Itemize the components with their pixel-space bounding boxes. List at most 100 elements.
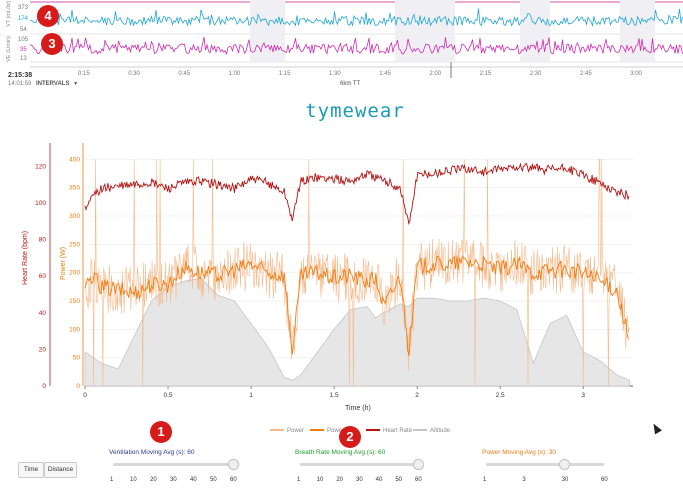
power-tick-label: 350: [69, 185, 80, 192]
breath-rate-slider-tick: 60: [415, 477, 422, 483]
power-tick-label: 200: [69, 270, 80, 277]
power-tick-label: 300: [69, 213, 80, 220]
breath-rate-slider-tick: 40: [375, 477, 383, 483]
vt-tick-mid: 174: [18, 16, 29, 22]
power-slider-tick: 60: [601, 477, 608, 483]
timeline-tick-label: 2:30: [529, 71, 542, 77]
hr-tick-label: 60: [39, 273, 47, 280]
vt-axis-label: VT (mL/br): [6, 0, 12, 27]
ventilation-slider-tick: 40: [190, 477, 197, 483]
vt-signal-path: [29, 8, 683, 27]
power-slider-tick: 1: [483, 477, 487, 483]
hr-tick-label: 100: [35, 200, 46, 207]
power-tick-label: 0: [76, 383, 80, 390]
ve-signal-line: [29, 37, 683, 56]
timeline-tick-label: 2:15: [479, 71, 492, 77]
legend-label: Heart Rate: [383, 428, 413, 434]
intervals-label: INTERVALS: [36, 81, 70, 87]
power-tick-label: 150: [69, 298, 80, 305]
power-slider-tick: 3: [522, 477, 526, 483]
breath-rate-slider-tick: 20: [336, 477, 344, 483]
ventilation-slider-title: Ventilation Moving Avg (s): 60: [109, 449, 195, 456]
legend-swatch: [270, 429, 284, 432]
x-tick-label: 1.5: [330, 392, 339, 399]
annotation-badge-4: 4: [37, 5, 59, 27]
x-tick-label: 1: [249, 392, 253, 399]
x-tick-label: 0: [83, 392, 87, 399]
legend-item[interactable]: Power: [310, 428, 344, 434]
legend-item[interactable]: Altitude: [413, 428, 450, 434]
clock-time: 14:01:59: [8, 81, 32, 87]
series-heart-rate-line: [84, 162, 630, 225]
current-time: 2:15:38: [8, 72, 33, 79]
x-axis-title: Time (h): [345, 405, 371, 412]
vt-tick-low: 54: [20, 27, 27, 33]
power-tick-label: 250: [69, 241, 80, 248]
legend-label: Power: [327, 428, 345, 434]
distance-toggle-button[interactable]: Distance: [44, 462, 77, 478]
x-tick-label: 3: [581, 392, 585, 399]
x-tick-label: 0.5: [164, 392, 173, 399]
power-tick-label: 100: [69, 326, 80, 333]
timeline-tick-label: 0:15: [78, 71, 90, 77]
power-tick-label: 50: [73, 355, 81, 362]
ventilation-slider-thumb[interactable]: [227, 459, 239, 470]
breath-rate-slider-tick: 30: [356, 477, 363, 483]
hr-tick-label: 0: [42, 383, 46, 390]
hr-tick-label: 20: [39, 346, 47, 353]
breath-rate-slider-thumb[interactable]: [412, 459, 424, 470]
chevron-down-icon: ▼: [73, 81, 79, 87]
breath-rate-slider-tick: 50: [395, 477, 403, 483]
hr-axis-title: Heart Rate (bpm): [22, 230, 29, 285]
legend-swatch: [366, 429, 380, 432]
legend-swatch: [310, 429, 324, 432]
breath-rate-slider-track[interactable]: [300, 463, 418, 466]
breath-slider-title: Breath Rate Moving Avg (s): 60: [295, 449, 386, 456]
series-power-line: [84, 254, 629, 356]
ventilation-slider-tick: 30: [170, 477, 177, 483]
segment-label: 6km TT: [340, 81, 361, 87]
breath-rate-slider-tick: 1: [297, 477, 301, 483]
ventilation-slider-tick: 50: [210, 477, 217, 483]
ventilation-slider-tick: 20: [150, 477, 157, 483]
ve-signal-path: [29, 37, 683, 56]
vt-tick-high: 373: [18, 5, 29, 11]
power-slider-tick: 30: [561, 477, 569, 483]
breath-rate-slider-tick: 10: [316, 477, 324, 483]
top-signal-svg: [29, 0, 683, 78]
time-toggle-button[interactable]: Time: [18, 462, 44, 478]
timeline-tick-label: 1:30: [329, 71, 341, 77]
hr-tick-label: 40: [39, 310, 47, 317]
hr-tick-label: 120: [35, 163, 46, 170]
legend-label: Power: [287, 428, 305, 434]
legend-item[interactable]: Heart Rate: [366, 428, 412, 434]
ventilation-slider-track[interactable]: [113, 463, 233, 466]
ve-tick-low: 13: [20, 56, 27, 62]
power-slider-track[interactable]: [486, 463, 604, 466]
ventilation-slider-tick: 1: [110, 477, 114, 483]
timeline-tick-label: 1:45: [379, 71, 391, 77]
intervals-dropdown[interactable]: INTERVALS ▼: [36, 81, 78, 87]
ventilation-slider-tick: 10: [130, 477, 137, 483]
power-axis-title: Power (W): [60, 246, 67, 280]
timeline-tick-label: 0:45: [178, 71, 191, 77]
hr-tick-label: 80: [39, 237, 47, 244]
ve-axis-label: VE (L/min): [6, 36, 12, 62]
power-slider-thumb[interactable]: [559, 459, 571, 470]
annotation-badge-1: 1: [150, 421, 172, 443]
legend-item[interactable]: Power: [270, 428, 304, 434]
series-altitude-area: [84, 277, 631, 387]
power-tick-label: 400: [69, 156, 80, 163]
ventilation-slider-tick: 60: [230, 477, 237, 483]
vt-signal-line: [29, 8, 683, 27]
timeline-tick-label: 1:15: [278, 71, 291, 77]
annotation-badge-3: 3: [41, 33, 63, 55]
timeline-tick-label: 3:00: [630, 71, 642, 77]
brand-logo: tymewear: [305, 100, 405, 122]
timeline-tick-label: 1:00: [228, 71, 241, 77]
timeline-tick-label: 2:45: [580, 71, 592, 77]
top-signal-panel: [0, 0, 683, 90]
annotation-badge-2: 2: [339, 426, 361, 448]
legend-swatch: [413, 429, 427, 432]
